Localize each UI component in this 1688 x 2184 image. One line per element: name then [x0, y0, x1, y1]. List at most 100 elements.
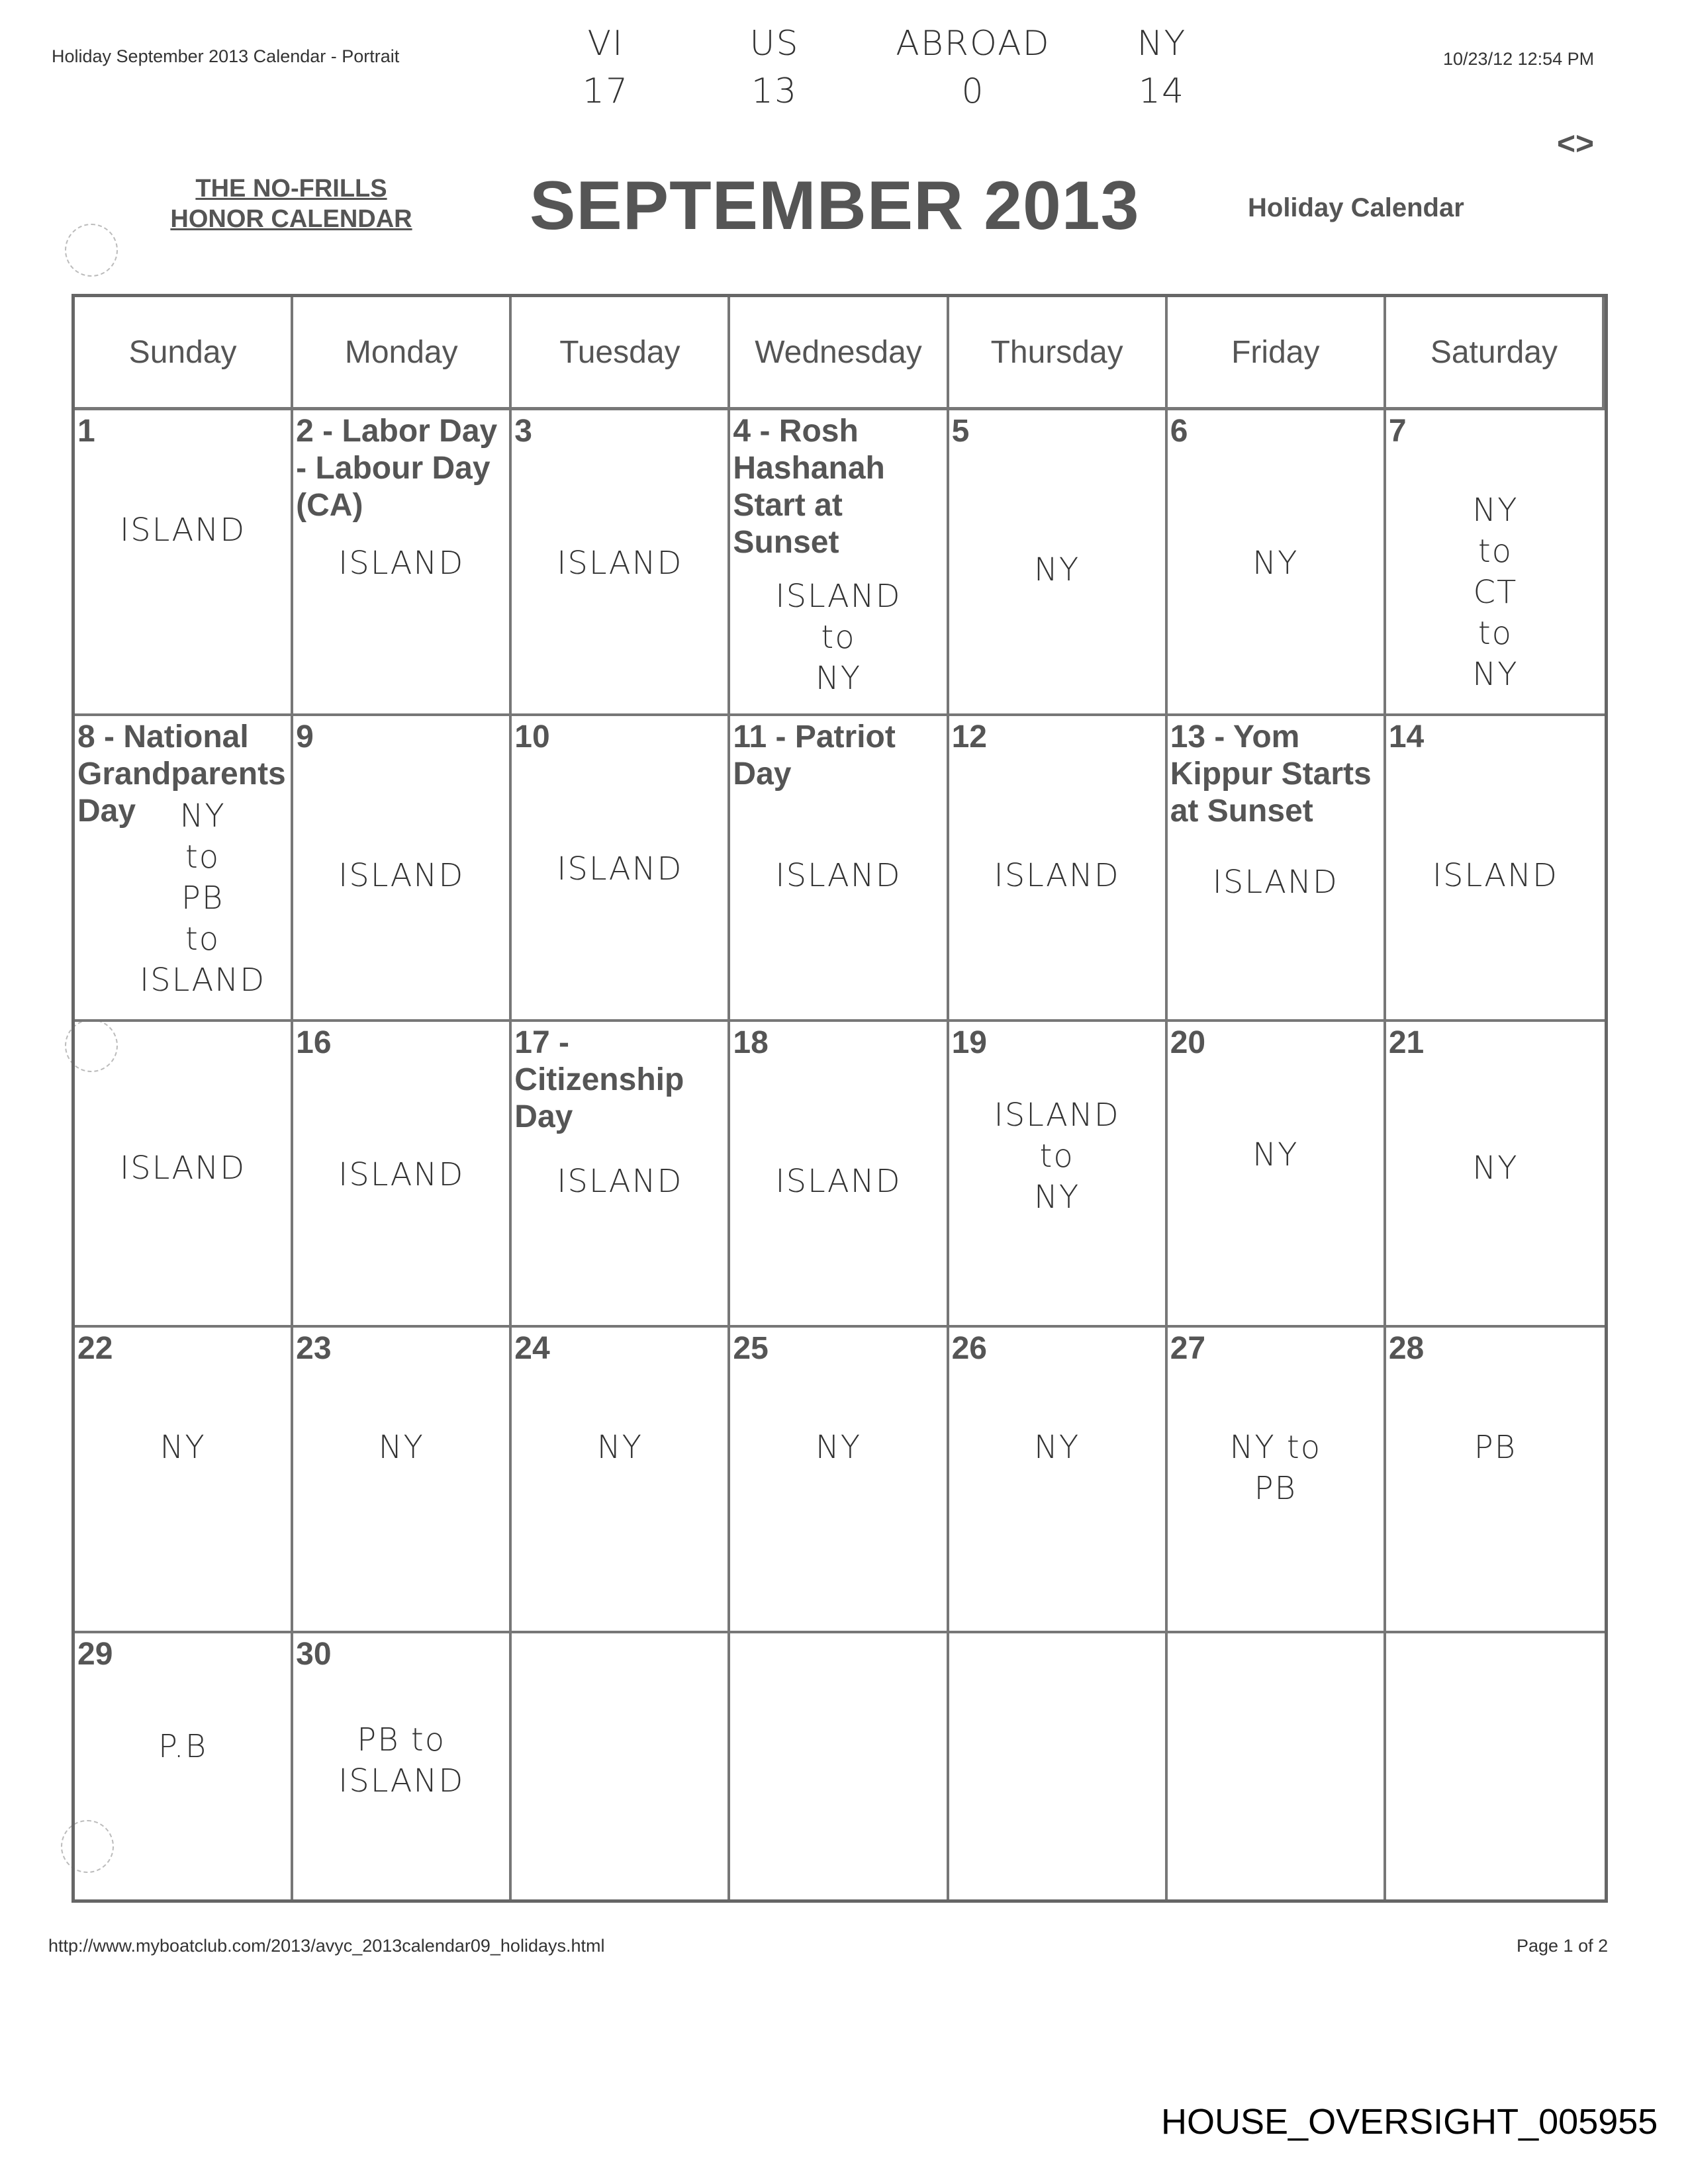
handwritten-note: NY — [1252, 545, 1299, 582]
day-label: 21 — [1388, 1025, 1425, 1060]
day-label — [512, 1633, 727, 1636]
day-label: 2 - Labor Day - Labour Day (CA) — [296, 414, 498, 523]
bates-stamp: HOUSE_OVERSIGHT_005955 — [1161, 2102, 1658, 2142]
day-label: 20 — [1170, 1025, 1206, 1060]
day-label — [949, 1633, 1165, 1636]
weekday-header: Tuesday — [512, 297, 731, 410]
handwritten-note: NY to CT to NY — [1472, 492, 1519, 693]
day-cell[interactable]: 29 P.B — [75, 1633, 294, 1899]
tally-count: 14 — [1138, 71, 1186, 111]
day-cell[interactable]: 1 ISLAND — [75, 410, 294, 716]
page-title: SEPTEMBER 2013 — [530, 167, 1140, 244]
day-cell[interactable]: 13 - Yom Kippur Starts at Sunset ISLAND — [1167, 716, 1386, 1022]
day-label: 5 — [951, 414, 970, 449]
day-label: 3 — [514, 414, 532, 449]
day-cell[interactable]: 19 ISLAND to NY — [949, 1022, 1168, 1328]
handwritten-note: P.B — [158, 1728, 208, 1765]
day-cell[interactable]: 17 - Citizenship Day ISLAND — [512, 1022, 731, 1328]
handwritten-note: NY to PB — [1229, 1429, 1322, 1507]
handwritten-note: ISLAND — [557, 545, 683, 582]
day-cell[interactable]: 5 NY — [949, 410, 1168, 716]
handwritten-note: NY — [596, 1429, 643, 1466]
day-cell[interactable] — [730, 1633, 949, 1899]
tally-abroad: ABROAD 0 — [874, 20, 1072, 115]
handwritten-note: ISLAND — [1432, 857, 1558, 894]
handwritten-note: NY — [378, 1429, 424, 1466]
day-cell[interactable]: 20 NY — [1167, 1022, 1386, 1328]
handwritten-note: NY — [1252, 1136, 1299, 1173]
weekday-header: Thursday — [949, 297, 1168, 410]
weekday-header: Saturday — [1385, 297, 1605, 410]
day-cell[interactable]: 9 ISLAND — [293, 716, 512, 1022]
day-label — [75, 1022, 291, 1024]
print-header-title: Holiday September 2013 Calendar - Portra… — [52, 46, 400, 66]
punch-hole — [65, 224, 118, 277]
tally-count: 13 — [751, 71, 798, 111]
handwritten-note: ISLAND — [119, 1150, 246, 1187]
day-cell[interactable]: ISLAND — [75, 1022, 294, 1328]
day-label: 10 — [514, 719, 550, 754]
day-label: 23 — [296, 1331, 332, 1366]
tally-label: ABROAD — [896, 24, 1051, 64]
day-cell[interactable]: 16 ISLAND — [293, 1022, 512, 1328]
handwritten-note: ISLAND — [557, 1163, 683, 1200]
brand-title: THE NO-FRILLS HONOR CALENDAR — [170, 175, 412, 233]
tally-label: NY — [1137, 24, 1187, 64]
day-label: 16 — [296, 1025, 332, 1060]
day-cell[interactable] — [949, 1633, 1168, 1899]
day-label: 27 — [1170, 1331, 1206, 1366]
prev-next-nav-icon[interactable]: <> — [1557, 126, 1595, 161]
day-label: 24 — [514, 1331, 550, 1366]
day-cell[interactable]: 4 - Rosh Hashanah Start at Sunset ISLAND … — [730, 410, 949, 716]
day-label: 4 - Rosh Hashanah Start at Sunset — [733, 414, 885, 560]
day-cell[interactable]: 27 NY to PB — [1167, 1328, 1386, 1633]
day-cell[interactable]: 23 NY — [293, 1328, 512, 1633]
day-cell[interactable]: 7 NY to CT to NY — [1385, 410, 1605, 716]
day-label: 18 — [733, 1025, 769, 1060]
handwritten-note: NY — [1034, 551, 1080, 588]
day-cell[interactable]: 14 ISLAND — [1385, 716, 1605, 1022]
weekday-header: Sunday — [75, 297, 294, 410]
day-cell[interactable]: 18 ISLAND — [730, 1022, 949, 1328]
day-label: 30 — [296, 1637, 332, 1672]
day-label: 11 - Patriot Day — [733, 719, 896, 792]
handwritten-note: ISLAND to NY — [994, 1097, 1120, 1216]
day-cell[interactable]: 6 NY — [1167, 410, 1386, 716]
day-label: 12 — [951, 719, 987, 754]
day-cell[interactable] — [512, 1633, 731, 1899]
weekday-header: Wednesday — [730, 297, 949, 410]
day-cell[interactable]: 12 ISLAND — [949, 716, 1168, 1022]
handwritten-note: NY to PB to ISLAND — [139, 797, 266, 999]
tally-count: 17 — [582, 71, 630, 111]
day-label: 26 — [951, 1331, 987, 1366]
day-cell[interactable]: 8 - National Grandparents Day NY to PB to… — [75, 716, 294, 1022]
handwritten-note: NY — [1472, 1150, 1519, 1187]
day-cell[interactable]: 22 NY — [75, 1328, 294, 1633]
print-header-timestamp: 10/23/12 12:54 PM — [1443, 49, 1595, 69]
day-cell[interactable] — [1386, 1633, 1605, 1899]
handwritten-note: ISLAND — [338, 857, 465, 894]
tally-label: VI — [587, 24, 624, 64]
day-cell[interactable]: 28 PB — [1385, 1328, 1605, 1633]
day-cell[interactable]: 2 - Labor Day - Labour Day (CA) ISLAND — [293, 410, 512, 716]
day-cell[interactable]: 3 ISLAND — [512, 410, 731, 716]
day-label — [1168, 1633, 1383, 1636]
handwritten-note: ISLAND — [119, 512, 246, 549]
footer-page-number: Page 1 of 2 — [1517, 1936, 1609, 1956]
handwritten-note: ISLAND — [1212, 864, 1338, 901]
day-cell[interactable]: 26 NY — [949, 1328, 1168, 1633]
day-cell[interactable]: 25 NY — [730, 1328, 949, 1633]
day-cell[interactable]: 30 PB to ISLAND — [293, 1633, 512, 1899]
handwritten-note: NY — [815, 1429, 862, 1466]
day-cell[interactable]: 10 ISLAND — [512, 716, 731, 1022]
day-label: 22 — [77, 1331, 113, 1366]
tally-count: 0 — [961, 71, 985, 111]
day-cell[interactable] — [1168, 1633, 1386, 1899]
day-cell[interactable]: 11 - Patriot Day ISLAND — [730, 716, 949, 1022]
handwritten-note: ISLAND — [338, 1156, 465, 1193]
tally-label: US — [749, 24, 800, 64]
weekday-header: Friday — [1167, 297, 1386, 410]
day-cell[interactable]: 24 NY — [512, 1328, 731, 1633]
day-cell[interactable]: 21 NY — [1385, 1022, 1605, 1328]
handwritten-note: ISLAND to NY — [775, 578, 902, 697]
